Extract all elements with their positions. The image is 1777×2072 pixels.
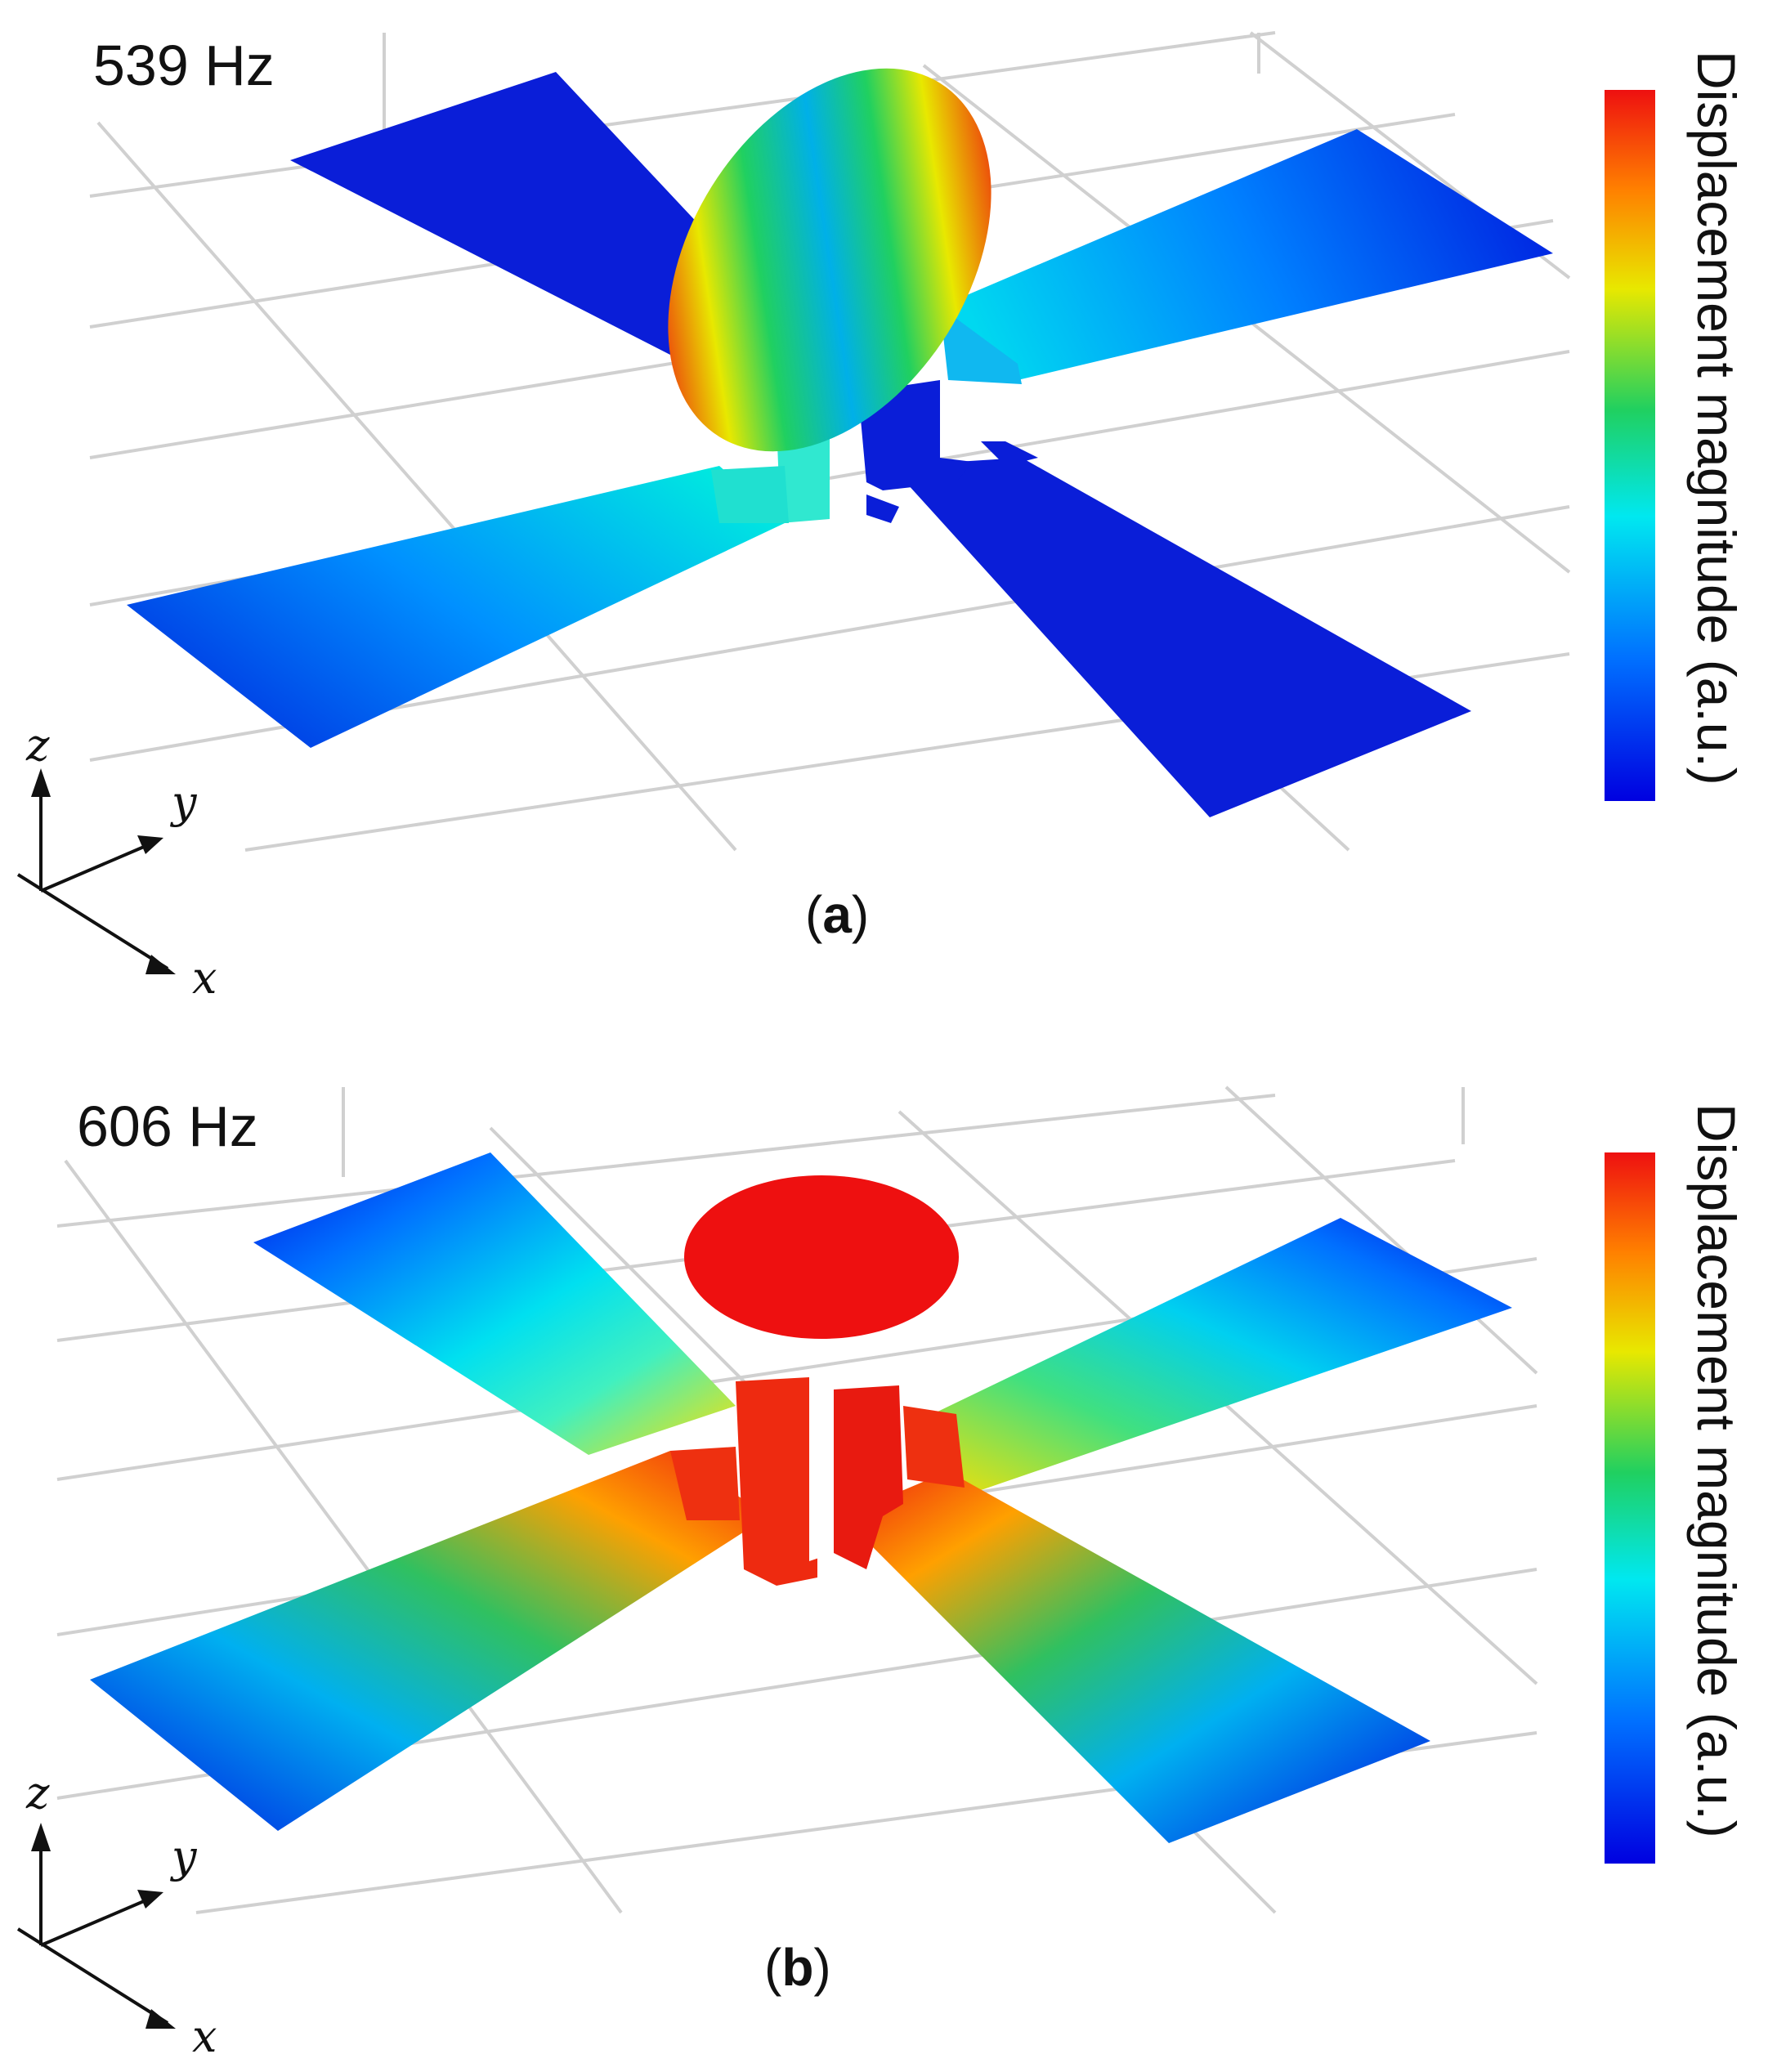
y-arrow-head-a — [137, 835, 163, 854]
beam-front-right-a — [891, 458, 1471, 817]
z-axis-label-b: z — [25, 1767, 50, 1819]
mirror-disc-b — [684, 1175, 959, 1339]
x-axis-label-a: x — [192, 952, 217, 1004]
z-arrow-head-a — [31, 768, 51, 797]
frequency-label-b: 606 Hz — [65, 1094, 270, 1159]
mirror-disc-a — [668, 68, 991, 452]
colorbar-a — [1605, 90, 1655, 801]
beam-front-left-a — [127, 466, 785, 748]
x-arrow-head-b — [145, 2009, 176, 2029]
panel-tag-b: (b) — [764, 1938, 831, 1997]
z-axis-label-a: z — [25, 719, 50, 771]
panel-b: z y x 606 Hz Displacement magnitude (a.u… — [0, 1063, 1777, 2072]
x-arrow-head-a — [145, 955, 176, 974]
frequency-label-a: 539 Hz — [82, 33, 286, 98]
panel-a: z y x 539 Hz Displacement magnitude (a.u… — [16, 31, 1747, 1004]
y-axis-label-a: y — [170, 776, 198, 828]
panel-a-scene: z y x — [16, 31, 1655, 1004]
beam-back-right-a — [940, 129, 1553, 380]
colorbar-title-a: Displacement magnitude (a.u.) — [1686, 51, 1747, 785]
beam-back-left-b — [253, 1152, 736, 1455]
beam-back-right-b — [915, 1218, 1512, 1496]
colorbar-b — [1605, 1152, 1655, 1864]
z-arrow-head-b — [31, 1823, 51, 1851]
panel-tag-a: (a) — [805, 885, 870, 944]
y-axis-label-b: y — [170, 1831, 198, 1882]
panel-b-scene: z y x — [16, 1085, 1655, 2062]
y-arrow-head-b — [137, 1890, 163, 1909]
axes-triad-b — [16, 1835, 169, 2025]
axes-triad-a — [16, 781, 169, 970]
pillar-structure-b — [670, 1377, 965, 1586]
colorbar-title-b: Displacement magnitude (a.u.) — [1686, 1103, 1747, 1838]
x-axis-label-b: x — [192, 2011, 217, 2062]
panel-tag-letter-b: b — [781, 1938, 814, 1997]
panel-tag-letter-a: a — [822, 885, 852, 944]
beam-front-right-b — [842, 1471, 1430, 1843]
beam-front-left-b — [90, 1451, 768, 1831]
